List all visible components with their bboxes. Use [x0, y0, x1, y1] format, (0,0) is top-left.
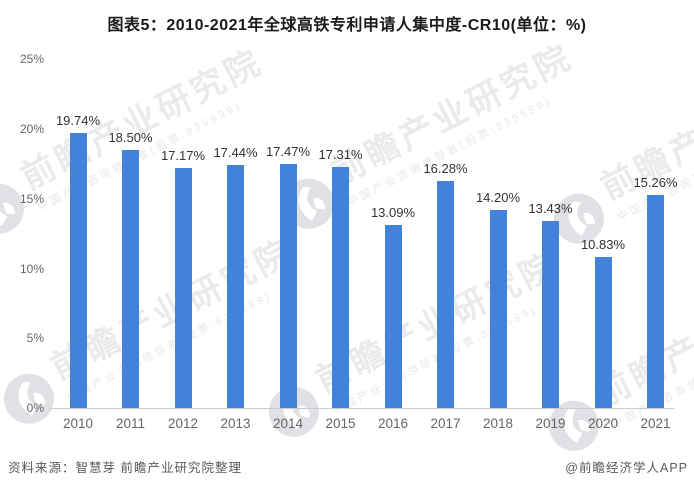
x-axis-label-2010: 2010	[62, 416, 94, 431]
bar-2018	[489, 209, 507, 408]
x-axis-label-2021: 2021	[640, 416, 671, 431]
source-note: 资料来源：智慧芽 前瞻产业研究院整理	[8, 461, 242, 475]
bar-2020	[594, 256, 612, 408]
y-axis-tick-label: 5%	[26, 331, 44, 346]
bar-2012	[174, 168, 192, 408]
bar-2017	[437, 180, 454, 408]
bar-2016	[384, 225, 402, 408]
x-axis-label-2012: 2012	[167, 416, 199, 431]
bar-value-label-2020: 10.83%	[580, 236, 626, 252]
y-axis-tick-label: 10%	[19, 261, 44, 276]
y-axis-tick-label: 15%	[19, 191, 44, 206]
bar-value-label-2011: 18.50%	[108, 129, 153, 145]
bar-2021	[647, 195, 664, 408]
bar-value-label-2019: 13.43%	[528, 200, 573, 216]
y-axis-tick-label: 20%	[19, 122, 44, 136]
bar-2014	[279, 164, 297, 408]
bar-value-label-2016: 13.09%	[370, 205, 416, 221]
bar-2011	[122, 149, 139, 408]
y-axis-tick-label: 25%	[19, 52, 44, 67]
bar-2010	[69, 132, 87, 408]
x-axis-label-2017: 2017	[430, 416, 461, 431]
y-axis-tick-label: 0%	[26, 401, 44, 415]
x-axis-label-2019: 2019	[535, 416, 566, 431]
app-credit: @前瞻经济学人APP	[565, 461, 688, 475]
bar-value-label-2014: 17.47%	[265, 144, 311, 160]
bar-value-label-2012: 17.17%	[160, 148, 206, 164]
bar-value-label-2015: 17.31%	[318, 146, 363, 162]
bar-2015	[332, 166, 349, 408]
bar-value-label-2021: 15.26%	[633, 175, 678, 191]
bar-2019	[542, 220, 559, 408]
x-axis-label-2014: 2014	[272, 416, 304, 431]
x-axis-label-2015: 2015	[325, 416, 356, 431]
bar-value-label-2018: 14.20%	[475, 189, 521, 205]
x-axis-label-2013: 2013	[220, 416, 251, 431]
bar-value-label-2013: 17.44%	[213, 144, 258, 160]
x-axis-label-2018: 2018	[482, 416, 514, 431]
x-axis-label-2016: 2016	[377, 416, 409, 431]
chart-title: 图表5：2010-2021年全球高铁专利申请人集中度-CR10(单位：%)	[107, 17, 587, 34]
bar-value-label-2017: 16.28%	[423, 160, 468, 176]
x-axis-label-2020: 2020	[587, 416, 619, 431]
bar-2013	[227, 164, 244, 408]
x-axis-label-2011: 2011	[115, 416, 146, 431]
x-axis-line	[50, 408, 674, 409]
bar-value-label-2010: 19.74%	[55, 112, 101, 128]
